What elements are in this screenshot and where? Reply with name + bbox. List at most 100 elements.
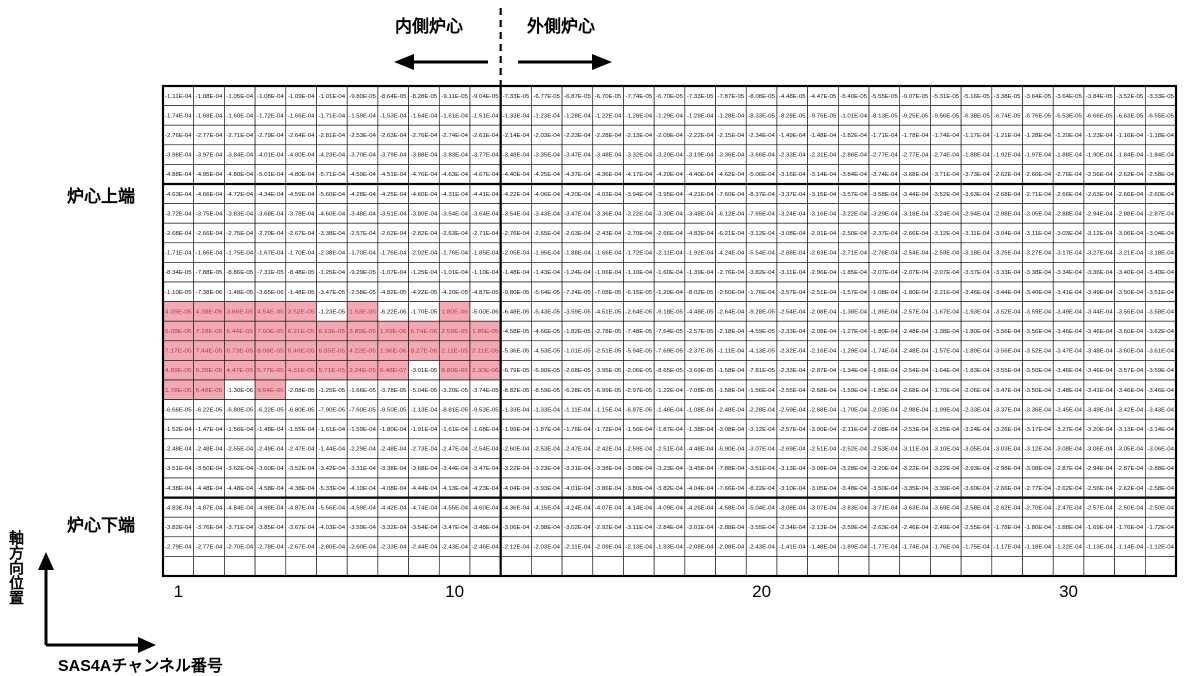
cell-value: -3.21E-04: [1117, 251, 1144, 257]
cell-value: -2.63E-04: [441, 231, 468, 237]
cell-value: -1.20E-04: [1055, 133, 1082, 139]
cell-value: -3.35E-04: [902, 486, 929, 492]
cell-value: 8.80E-06: [441, 368, 468, 374]
heatmap-cell: [715, 556, 747, 577]
cell-value: -2.70E-04: [1025, 505, 1052, 511]
x-tick-label: 30: [1059, 582, 1078, 601]
cell-value: -2.68E-04: [779, 251, 806, 257]
cell-value: -1.76E-04: [748, 290, 775, 296]
cell-value: -3.41E-04: [1086, 388, 1113, 394]
cell-value: -4.76E-04: [411, 172, 438, 178]
heatmap-cell: [899, 556, 931, 577]
cell-value: -1.08E-04: [687, 407, 714, 413]
cell-value: 8.08E-05: [257, 349, 284, 355]
cell-value: -2.88E-04: [1147, 466, 1174, 472]
cell-value: -2.59E-04: [625, 447, 652, 453]
cell-value: 5.71E-05: [318, 368, 345, 374]
cell-value: -2.60E-04: [503, 447, 530, 453]
cell-value: -2.06E-05: [625, 368, 652, 374]
cell-value: -4.59E-05: [748, 329, 775, 335]
cell-value: -2.93E-04: [963, 466, 990, 472]
cell-value: -4.98E-04: [257, 505, 284, 511]
cell-value: -1.28E-04: [564, 113, 591, 119]
cell-value: -4.31E-04: [441, 192, 468, 198]
cell-value: -2.46E-04: [472, 545, 499, 551]
cell-value: -3.22E-04: [902, 466, 929, 472]
cell-value: -1.75E-04: [963, 545, 990, 551]
cell-value: 6.09E-05: [165, 329, 192, 335]
cell-value: -3.27E-04: [1086, 251, 1113, 257]
cell-value: -2.81E-04: [318, 133, 345, 139]
cell-value: -2.03E-04: [533, 133, 560, 139]
cell-value: -3.83E-04: [441, 153, 468, 159]
cell-value: -8.59E-05: [533, 388, 560, 394]
cell-value: -4.80E-04: [226, 172, 253, 178]
cell-value: -4.38E-04: [288, 486, 315, 492]
cell-value: 1.78E-05: [165, 388, 192, 394]
cell-value: -3.04E-04: [994, 231, 1021, 237]
cell-value: -8.02E-05: [687, 290, 714, 296]
cell-value: -3.41E-04: [1055, 290, 1082, 296]
cell-value: -1.91E-04: [411, 427, 438, 433]
cell-value: -2.98E-04: [533, 525, 560, 531]
cell-value: -6.99E-05: [595, 388, 622, 394]
cell-value: 5.48E-05: [196, 388, 223, 394]
cell-value: -1.34E-04: [840, 368, 867, 374]
cell-value: 4.38E-05: [196, 309, 223, 315]
cell-value: -3.05E-04: [810, 486, 837, 492]
cell-value: -3.52E-04: [1025, 349, 1052, 355]
cell-value: -3.05E-04: [1117, 447, 1144, 453]
cell-value: -4.14E-04: [625, 505, 652, 511]
cell-value: -2.48E-04: [718, 407, 745, 413]
cell-value: -3.48E-04: [840, 486, 867, 492]
cell-value: -2.58E-05: [349, 290, 376, 296]
cell-value: -7.60E-04: [718, 192, 745, 198]
cell-value: -3.97E-04: [196, 153, 223, 159]
cell-value: -4.15E-04: [533, 505, 560, 511]
cell-value: -3.52E-04: [288, 466, 315, 472]
cell-value: -6.48E-05: [503, 309, 530, 315]
y-axis-label: 軸方向位置: [7, 530, 25, 605]
cell-value: -3.25E-04: [932, 427, 959, 433]
cell-value: -2.53E-04: [533, 447, 560, 453]
cell-value: -2.98E-04: [994, 211, 1021, 217]
cell-value: -3.56E-04: [1025, 329, 1052, 335]
cell-value: -1.97E-04: [1025, 153, 1052, 159]
cell-value: -2.64E-05: [625, 309, 652, 315]
cell-value: -2.68E-04: [810, 407, 837, 413]
cell-value: -3.24E-04: [963, 427, 990, 433]
cell-value: -4.59E-04: [349, 172, 376, 178]
cell-value: -4.60E-04: [472, 505, 499, 511]
cell-value: -4.88E-04: [165, 172, 192, 178]
heatmap-cell: [162, 556, 194, 577]
cell-value: -3.54E-04: [411, 525, 438, 531]
cell-value: -1.70E-04: [932, 388, 959, 394]
cell-value: -6.70E-05: [656, 94, 683, 100]
cell-value: -1.55E-04: [288, 427, 315, 433]
cell-value: -7.81E-05: [748, 368, 775, 374]
cell-value: -1.46E-04: [656, 407, 683, 413]
cell-value: -3.22E-04: [503, 466, 530, 472]
cell-value: -1.58E-04: [718, 388, 745, 394]
heatmap-cell: [776, 556, 808, 577]
cell-value: -2.60E-04: [349, 545, 376, 551]
cell-value: -2.76E-04: [871, 251, 898, 257]
cell-value: -4.62E-04: [718, 172, 745, 178]
cell-value: -2.77E-04: [196, 545, 223, 551]
cell-value: -2.63E-04: [380, 133, 407, 139]
cell-value: -2.37E-05: [687, 349, 714, 355]
cell-value: -7.90E-05: [318, 407, 345, 413]
cell-value: -2.76E-04: [165, 133, 192, 139]
cell-value: -1.93E-04: [963, 309, 990, 315]
cell-value: -3.12E-04: [748, 427, 775, 433]
cell-value: -2.13E-04: [625, 545, 652, 551]
cell-value: -2.71E-04: [226, 133, 253, 139]
cell-value: -3.73E-04: [963, 172, 990, 178]
cell-value: -4.51E-04: [380, 172, 407, 178]
cell-value: -3.36E-04: [595, 211, 622, 217]
cell-value: -3.03E-04: [994, 447, 1021, 453]
cell-value: -2.55E-04: [963, 525, 990, 531]
heatmap-cell: [838, 556, 870, 577]
cell-value: -1.39E-04: [687, 270, 714, 276]
heatmap-cell: [868, 556, 901, 577]
